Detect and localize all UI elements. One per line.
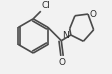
Text: O: O (90, 10, 97, 19)
Text: O: O (59, 58, 66, 67)
Text: Cl: Cl (42, 1, 51, 10)
Text: N: N (62, 31, 69, 40)
